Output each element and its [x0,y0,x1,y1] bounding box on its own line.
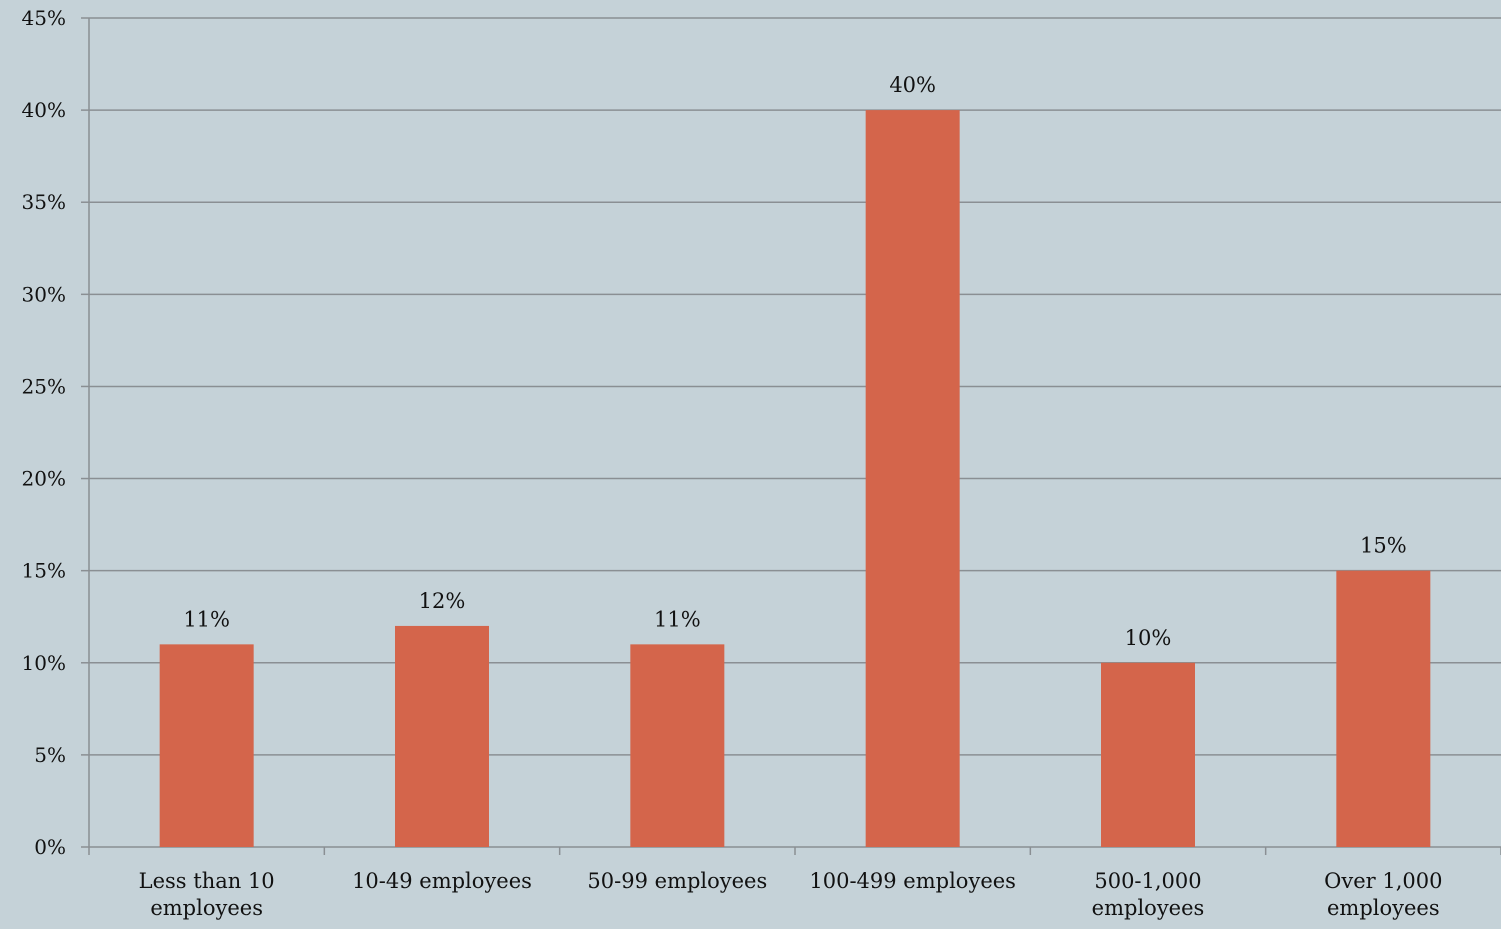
bar [1101,662,1195,847]
y-tick-label: 10% [22,651,66,675]
y-tick-label: 0% [34,835,66,859]
y-tick-label: 15% [22,559,66,583]
gridlines [89,17,1501,756]
data-label: 15% [1360,534,1407,558]
data-label: 11% [654,607,701,631]
y-tick-label: 35% [22,190,66,214]
bar [865,110,960,848]
y-tick-label: 45% [22,6,66,30]
x-category-label: Less than 10 [139,869,275,893]
y-tick-label: 25% [22,374,66,398]
bar [159,644,254,847]
y-tick-label: 40% [22,98,66,122]
y-tick-label: 5% [34,743,66,767]
data-label: 12% [419,589,466,613]
data-label: 10% [1125,626,1172,650]
bar [1336,570,1431,847]
bar [395,625,489,847]
x-category-label: employees [1327,896,1440,920]
x-category-label: 100-499 employees [809,869,1016,893]
bar [630,644,725,847]
axes [81,17,1501,855]
y-tick-label: 20% [22,467,66,491]
x-category-label: 500-1,000 [1094,869,1201,893]
y-tick-label: 30% [22,282,66,306]
x-category-label: 50-99 employees [587,869,767,893]
x-category-label: employees [1092,896,1205,920]
labels: 0% 5% 10% 15% 20% 25% 30% 35% 40% 45% 11% Less than… [22,6,1443,920]
x-category-label: 10-49 employees [352,869,532,893]
x-category-label: employees [150,896,263,920]
bars [159,110,1431,848]
x-category-label: Over 1,000 [1324,869,1442,893]
data-label: 40% [889,73,936,97]
data-label: 11% [183,607,230,631]
